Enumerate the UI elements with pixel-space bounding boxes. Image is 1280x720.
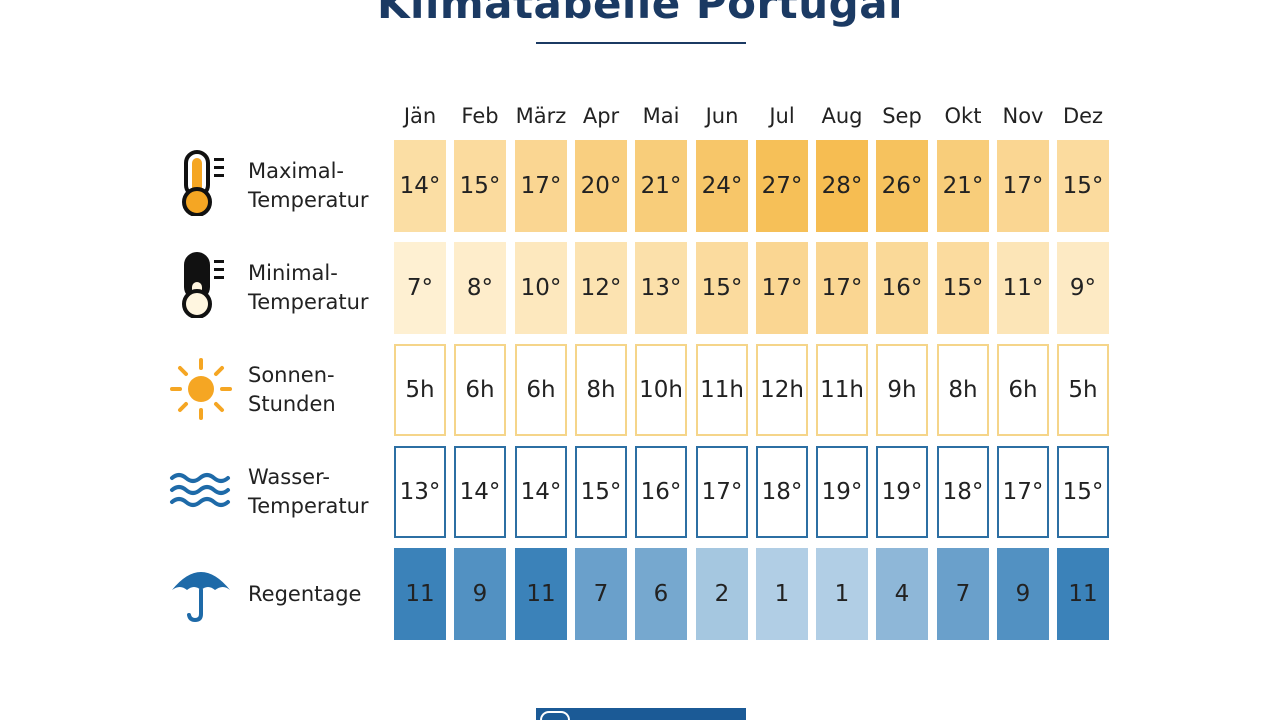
title-underline	[536, 42, 746, 44]
month-label: Okt	[944, 104, 982, 128]
cell-max: 28°	[816, 140, 868, 232]
cell-min: 17°	[756, 242, 808, 334]
cell-min: 9°	[1057, 242, 1109, 334]
month-label: Feb	[461, 104, 499, 128]
page-title: Klimatabelle Portugal	[377, 0, 903, 28]
cell-max: 17°	[997, 140, 1049, 232]
cell-sun: 12h	[756, 344, 808, 436]
cell-water: 15°	[575, 446, 627, 538]
row-label-water: Wasser- Temperatur	[248, 463, 369, 521]
cell-rain: 9	[454, 548, 506, 640]
row-label-max: Maximal- Temperatur	[248, 157, 369, 215]
cell-rain: 11	[394, 548, 446, 640]
brand-logo	[536, 708, 746, 720]
cell-rain: 4	[876, 548, 928, 640]
cell-sun: 11h	[696, 344, 748, 436]
month-label: Aug	[821, 104, 863, 128]
cell-sun: 6h	[515, 344, 567, 436]
row-label-line: Regentage	[248, 582, 362, 606]
cell-rain: 11	[515, 548, 567, 640]
month-label: Nov	[1002, 104, 1044, 128]
cell-min: 17°	[816, 242, 868, 334]
cell-min: 10°	[515, 242, 567, 334]
cell-water: 17°	[696, 446, 748, 538]
cell-min: 16°	[876, 242, 928, 334]
row-label-line: Stunden	[248, 392, 336, 416]
cell-rain: 2	[696, 548, 748, 640]
cell-min: 13°	[635, 242, 687, 334]
month-label: Jän	[403, 104, 437, 128]
month-label: Jul	[769, 104, 795, 128]
cell-water: 17°	[997, 446, 1049, 538]
cell-max: 21°	[937, 140, 989, 232]
cell-sun: 10h	[635, 344, 687, 436]
cell-water: 13°	[394, 446, 446, 538]
cell-rain: 11	[1057, 548, 1109, 640]
cell-water: 19°	[816, 446, 868, 538]
cell-rain: 9	[997, 548, 1049, 640]
row-label-line: Temperatur	[248, 494, 369, 518]
row-label-min: Minimal- Temperatur	[248, 259, 369, 317]
cell-sun: 8h	[575, 344, 627, 436]
cell-water: 18°	[756, 446, 808, 538]
cell-sun: 8h	[937, 344, 989, 436]
cell-water: 15°	[1057, 446, 1109, 538]
umbrella-icon	[172, 572, 230, 623]
waves-icon	[170, 473, 230, 507]
cell-min: 15°	[937, 242, 989, 334]
cell-sun: 5h	[394, 344, 446, 436]
cell-max: 17°	[515, 140, 567, 232]
month-label: März	[515, 104, 567, 128]
cell-water: 16°	[635, 446, 687, 538]
row-label-line: Temperatur	[248, 188, 369, 212]
month-label: Jun	[705, 104, 739, 128]
cell-sun: 6h	[454, 344, 506, 436]
cell-rain: 1	[756, 548, 808, 640]
cell-min: 7°	[394, 242, 446, 334]
cell-rain: 6	[635, 548, 687, 640]
row-label-line: Minimal-	[248, 261, 338, 285]
month-label: Apr	[582, 104, 620, 128]
cell-min: 15°	[696, 242, 748, 334]
cell-rain: 7	[937, 548, 989, 640]
cell-water: 14°	[454, 446, 506, 538]
row-label-line: Maximal-	[248, 159, 344, 183]
thermometer-high-icon	[182, 150, 224, 216]
cell-rain: 7	[575, 548, 627, 640]
cell-max: 15°	[454, 140, 506, 232]
cell-sun: 9h	[876, 344, 928, 436]
cell-water: 19°	[876, 446, 928, 538]
cell-max: 21°	[635, 140, 687, 232]
cell-max: 24°	[696, 140, 748, 232]
row-label-sun: Sonnen- Stunden	[248, 361, 336, 419]
month-label: Dez	[1062, 104, 1104, 128]
row-label-line: Wasser-	[248, 465, 330, 489]
thermometer-low-icon	[182, 252, 224, 318]
cell-rain: 1	[816, 548, 868, 640]
cell-max: 26°	[876, 140, 928, 232]
cell-min: 12°	[575, 242, 627, 334]
cell-sun: 11h	[816, 344, 868, 436]
row-label-line: Sonnen-	[248, 363, 335, 387]
row-label-line: Temperatur	[248, 290, 369, 314]
row-label-rain: Regentage	[248, 580, 361, 609]
month-label: Mai	[642, 104, 680, 128]
cell-max: 27°	[756, 140, 808, 232]
cell-sun: 6h	[997, 344, 1049, 436]
sun-icon	[170, 358, 232, 420]
cell-water: 18°	[937, 446, 989, 538]
cell-sun: 5h	[1057, 344, 1109, 436]
month-label: Sep	[882, 104, 922, 128]
cell-max: 20°	[575, 140, 627, 232]
cell-max: 15°	[1057, 140, 1109, 232]
cell-min: 11°	[997, 242, 1049, 334]
cell-water: 14°	[515, 446, 567, 538]
cell-max: 14°	[394, 140, 446, 232]
cell-min: 8°	[454, 242, 506, 334]
